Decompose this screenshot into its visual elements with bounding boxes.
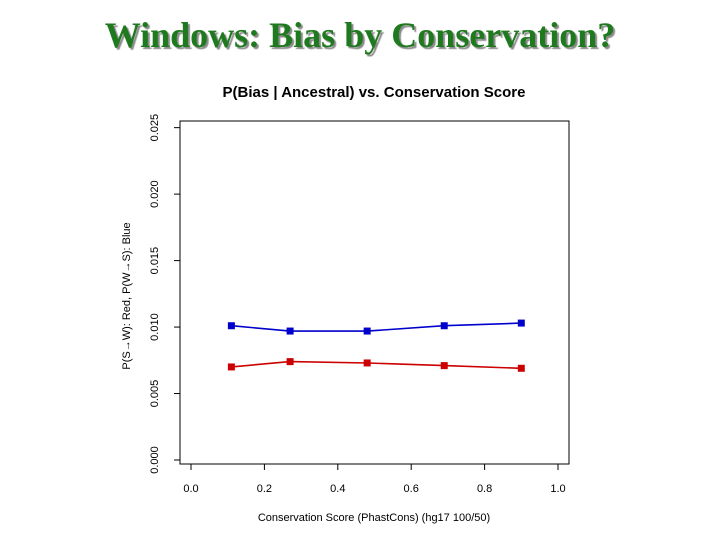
plot-frame <box>179 120 570 465</box>
data-point-blue <box>517 319 525 327</box>
data-point-blue <box>440 322 448 330</box>
y-tick-label: 0.010 <box>149 313 161 341</box>
y-tick-label: 0.000 <box>149 446 161 474</box>
x-tick-label: 0.6 <box>404 483 419 495</box>
y-tick-label: 0.025 <box>149 114 161 142</box>
series-line-red <box>231 360 522 370</box>
y-tick-label: 0.020 <box>149 180 161 208</box>
series-layer <box>227 319 525 372</box>
data-point-red <box>363 359 371 367</box>
y-tick-label: 0.005 <box>149 380 161 408</box>
data-point-blue <box>227 322 235 330</box>
data-point-blue <box>363 327 371 335</box>
chart-title: P(Bias | Ancestral) vs. Conservation Sco… <box>223 84 526 101</box>
x-axis-label: Conservation Score (PhastCons) (hg17 100… <box>258 512 490 524</box>
x-tick-label: 0.4 <box>330 483 345 495</box>
series-line-blue <box>231 322 522 332</box>
x-tick-label: 0.2 <box>257 483 272 495</box>
data-point-red <box>440 362 448 370</box>
y-axis: 0.000 0.005 0.010 0.015 0.020 0.025 <box>149 114 181 474</box>
y-tick-label: 0.015 <box>149 247 161 275</box>
y-axis-label: P(S→W): Red, P(W→S): Blue <box>121 222 133 369</box>
x-tick-label: 0.8 <box>477 483 492 495</box>
slide-title: Windows: Bias by Conservation? <box>104 15 616 55</box>
data-point-red <box>227 363 235 371</box>
data-point-red <box>517 364 525 372</box>
x-axis: 0.0 0.2 0.4 0.6 0.8 1.0 <box>183 463 566 495</box>
x-tick-label: 0.0 <box>183 483 198 495</box>
x-tick-label: 1.0 <box>550 483 565 495</box>
data-point-red <box>286 358 294 366</box>
data-point-blue <box>286 327 294 335</box>
